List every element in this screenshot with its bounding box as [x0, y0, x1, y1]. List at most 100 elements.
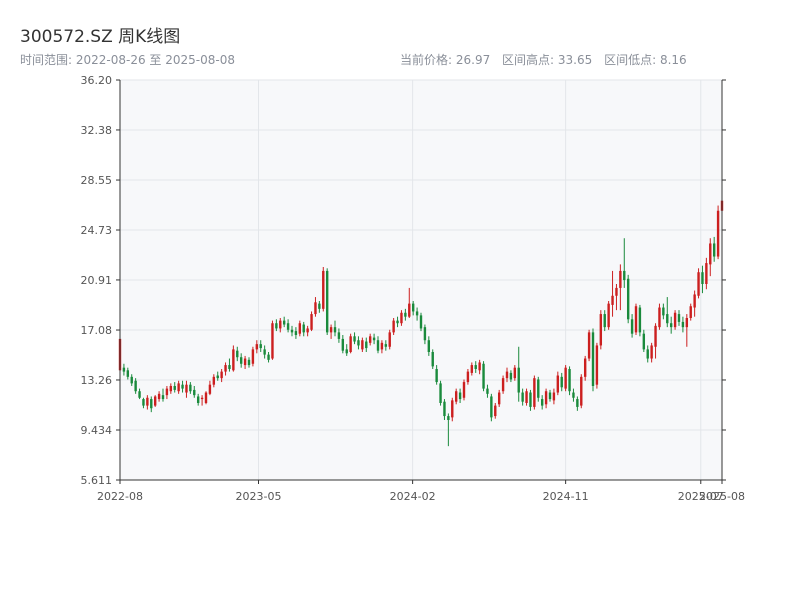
candle-body: [525, 391, 528, 403]
candle-body: [146, 397, 149, 406]
candle-body: [709, 243, 712, 265]
candle-body: [599, 314, 603, 346]
y-tick-label: 32.38: [81, 124, 113, 137]
candle-body: [396, 320, 399, 324]
axes: 5.611 9.434 13.26 17.08 20.91 24.73 28.55 32.38…: [81, 74, 745, 503]
candle-body: [607, 303, 610, 328]
candle-body: [556, 375, 560, 393]
candle-body: [548, 392, 552, 400]
y-tick-label: 24.73: [81, 224, 113, 237]
candle-body: [404, 312, 407, 317]
candle-body: [224, 365, 227, 372]
candle-body: [282, 320, 286, 325]
candle-body: [263, 349, 266, 355]
candle-body: [302, 324, 305, 333]
candle-body: [693, 294, 696, 308]
candle-body: [232, 349, 235, 371]
candle-body: [646, 349, 649, 359]
candle-body: [650, 345, 653, 359]
candle-body: [349, 336, 352, 352]
candle-body: [619, 270, 622, 288]
candle-body: [165, 388, 169, 396]
candle-body: [212, 376, 216, 385]
candle-body: [454, 391, 458, 402]
candle-body: [478, 362, 481, 371]
candle-body: [322, 270, 325, 309]
candle-body: [220, 371, 223, 379]
candle-body: [497, 392, 501, 405]
candle-body: [427, 340, 431, 352]
candle-body: [411, 303, 415, 312]
candle-body: [474, 365, 477, 369]
current-price: 当前价格: 26.97: [400, 53, 491, 67]
y-tick-label: 17.08: [81, 324, 113, 337]
candle-body: [591, 332, 595, 386]
candle-body: [286, 323, 290, 330]
x-tick-label: 2025-07: [678, 490, 724, 503]
candle-body: [368, 336, 372, 343]
candle-body: [521, 392, 524, 402]
candle-body: [365, 341, 368, 349]
candle-body: [271, 323, 274, 359]
candle-body: [423, 327, 427, 341]
candle-body: [443, 401, 446, 417]
x-tick-label: 2022-08: [97, 490, 143, 503]
candle-body: [126, 370, 130, 377]
x-tick-label: 2025-08: [699, 490, 745, 503]
candle-body: [517, 367, 520, 393]
candle-body: [595, 345, 599, 385]
candle-body: [329, 327, 333, 333]
candle-body: [259, 344, 262, 349]
candle-body: [564, 367, 567, 389]
chart-title: 300572.SZ 周K线图: [20, 27, 181, 47]
candle-body: [560, 376, 563, 388]
x-tick-label: 2024-11: [543, 490, 589, 503]
candle-body: [306, 328, 309, 333]
candle-body: [134, 380, 137, 392]
candle-body: [239, 357, 243, 364]
y-tick-label: 28.55: [81, 174, 113, 187]
candle-body: [388, 332, 391, 347]
candle-body: [580, 376, 583, 406]
candle-body: [130, 376, 133, 384]
candle-body: [466, 371, 470, 383]
candle-body: [642, 333, 646, 350]
candle-body: [451, 400, 454, 418]
candle-body: [275, 323, 278, 329]
grid-lines: [119, 79, 723, 481]
y-tick-label: 20.91: [81, 274, 113, 287]
candle-body: [345, 349, 348, 354]
candle-body: [638, 307, 642, 333]
candle-body: [431, 351, 434, 367]
candle-body: [623, 270, 626, 281]
candle-body: [376, 340, 380, 351]
candle-body: [185, 384, 188, 393]
candle-body: [435, 368, 438, 383]
candle-body: [247, 359, 251, 366]
candle-body: [200, 397, 204, 400]
x-tick-label: 2023-05: [236, 490, 282, 503]
candle-body: [318, 303, 321, 309]
candle-body: [122, 367, 126, 372]
price-stats: 当前价格: 26.97 区间高点: 33.65 区间低点: 8.16: [400, 51, 695, 68]
candle-body: [654, 325, 657, 347]
candle-body: [685, 317, 689, 328]
candle-body: [540, 399, 544, 406]
candle-body: [415, 311, 419, 316]
candle-body: [482, 363, 485, 389]
candle-body: [666, 314, 669, 324]
candle-body: [298, 323, 302, 334]
candle-body: [228, 365, 231, 369]
candle-body: [138, 391, 141, 398]
candle-body: [626, 278, 630, 320]
candle-body: [611, 295, 614, 305]
candle-body: [169, 385, 173, 392]
candle-body: [208, 384, 212, 394]
candle-body: [533, 378, 536, 407]
candle-body: [255, 344, 259, 350]
candle-body: [462, 382, 466, 398]
candle-body: [701, 272, 704, 284]
candle-body: [634, 306, 638, 333]
candle-body: [216, 375, 219, 379]
